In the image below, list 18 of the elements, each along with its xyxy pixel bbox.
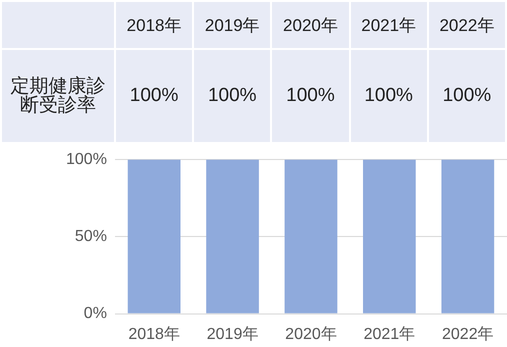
x-tick-label: 2021年 — [364, 326, 416, 343]
data-label: 100% — [350, 49, 428, 143]
y-tick-label: 50% — [74, 228, 107, 246]
text: 定期健康診断受診率 — [1, 49, 115, 143]
category-label: 2018年 — [126, 16, 182, 34]
category-label: 2019年 — [204, 16, 260, 34]
x-tick-label: 2018年 — [128, 326, 180, 343]
data-label: 100% — [271, 49, 350, 143]
data-label: 100% — [428, 49, 506, 143]
x-tick-label: 2022年 — [442, 326, 494, 343]
data-label: 100% — [193, 49, 272, 143]
x-tick-label: 2020年 — [285, 326, 337, 343]
y-tick-label: 0% — [84, 305, 107, 322]
category-label: 2020年 — [283, 16, 338, 34]
x-tick-label: 2019年 — [206, 326, 258, 343]
y-tick-label: 100% — [66, 151, 107, 168]
category-label: 2022年 — [439, 16, 494, 34]
category-label: 2021年 — [361, 16, 416, 34]
